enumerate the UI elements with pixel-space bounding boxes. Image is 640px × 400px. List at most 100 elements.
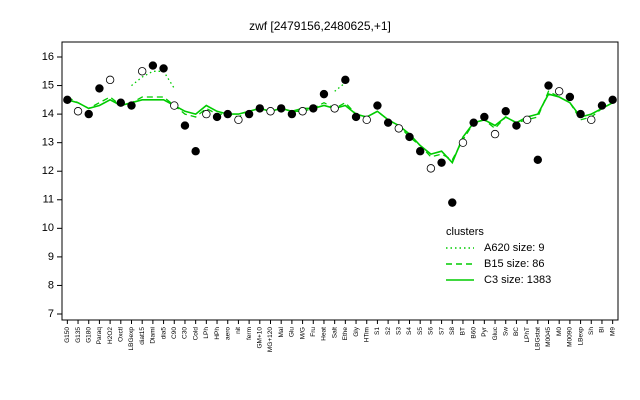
x-tick-label: M0090 [567, 327, 574, 347]
y-tick-label: 9 [48, 251, 54, 263]
data-point [276, 104, 286, 113]
data-point [405, 132, 414, 142]
data-point [415, 147, 425, 156]
data-point [159, 64, 168, 73]
data-point [490, 129, 500, 139]
legend-label: B15 size: 86 [484, 258, 545, 270]
series-line [131, 70, 346, 92]
data-point [512, 121, 521, 130]
x-tick-label: LBexp [577, 327, 584, 346]
data-point [469, 118, 478, 127]
data-point [309, 104, 318, 113]
data-point [533, 155, 543, 164]
data-point [554, 87, 564, 96]
data-point [287, 109, 297, 119]
data-point [266, 107, 275, 116]
x-tick-label: M0045 [545, 327, 552, 347]
x-tick-label: BT [460, 327, 467, 335]
x-tick-label: C90 [171, 327, 178, 339]
data-point [127, 101, 136, 110]
x-tick-label: Ethe [342, 327, 349, 341]
x-tick-label: nit [235, 327, 242, 334]
x-tick-label: Diami [150, 327, 157, 344]
data-point [170, 101, 179, 110]
x-tick-label: S8 [449, 327, 456, 335]
x-tick-label: dia5 [160, 327, 167, 340]
x-tick-label: Paraq [96, 327, 103, 345]
data-point [105, 75, 115, 85]
data-point [373, 101, 382, 110]
x-tick-label: M0 [556, 327, 563, 336]
data-point [448, 198, 457, 207]
x-tick-label: BC [513, 327, 520, 336]
x-tick-label: S2 [385, 327, 392, 335]
x-tick-label: LBGstat [535, 327, 542, 351]
data-point [608, 95, 617, 105]
data-point [437, 158, 446, 167]
data-point [202, 109, 211, 119]
x-tick-label: C30 [182, 327, 189, 339]
legend-label: C3 size: 1383 [484, 274, 551, 286]
plot-frame [61, 41, 619, 321]
x-tick-label: Mal [278, 326, 285, 337]
y-tick-label: 16 [42, 51, 54, 63]
y-tick-label: 14 [42, 108, 54, 120]
chart-title: zwf [2479156,2480625,+1] [249, 19, 391, 33]
x-tick-label: Bl [599, 326, 606, 332]
x-tick-label: GM+10 [257, 327, 264, 349]
x-tick-label: Sw [502, 327, 509, 336]
x-tick-label: LPh [203, 327, 210, 339]
data-point [244, 109, 254, 119]
x-tick-label: S4 [406, 327, 413, 335]
data-point [223, 109, 232, 119]
x-tick-label: S1 [374, 327, 381, 335]
data-point [137, 67, 147, 76]
x-tick-label: LPhT [524, 327, 531, 343]
series-line [67, 93, 614, 165]
x-tick-label: Sh [588, 327, 595, 335]
data-point [319, 89, 329, 99]
data-point [180, 121, 190, 130]
x-tick-label: LBGexp [128, 327, 135, 351]
data-point [426, 164, 436, 173]
y-tick-label: 7 [48, 308, 54, 320]
y-tick-label: 11 [43, 194, 54, 206]
data-point [234, 115, 243, 125]
data-point [116, 98, 126, 107]
x-tick-label: G135 [75, 327, 82, 343]
data-point [576, 109, 585, 119]
data-point [597, 101, 607, 110]
x-tick-label: M/G [299, 327, 306, 339]
data-point [148, 61, 158, 70]
data-point [383, 118, 393, 127]
data-point [394, 124, 404, 133]
x-tick-label: MG+120 [267, 327, 274, 352]
data-point [84, 109, 93, 119]
x-tick-label: M9 [609, 327, 616, 336]
x-tick-label: ferm [246, 327, 253, 340]
x-tick-label: S3 [396, 327, 403, 335]
data-point [191, 147, 200, 156]
y-tick-label: 8 [48, 279, 54, 291]
data-point [73, 107, 83, 116]
y-tick-label: 15 [42, 79, 54, 91]
data-point [95, 84, 104, 93]
x-tick-label: Gluc [492, 326, 499, 340]
y-tick-label: 13 [42, 137, 54, 149]
legend-label: A620 size: 9 [484, 242, 545, 254]
data-point [458, 138, 468, 147]
x-tick-label: S7 [438, 327, 445, 335]
data-point [480, 112, 489, 122]
x-tick-label: Salt [331, 327, 338, 338]
x-tick-label: Fru [310, 327, 317, 337]
x-tick-label: H2O2 [107, 327, 114, 344]
x-tick-label: Cold [192, 327, 199, 341]
data-point [501, 107, 510, 116]
x-tick-label: HTim [363, 327, 370, 342]
x-tick-label: S5 [417, 327, 424, 335]
data-point [522, 115, 532, 125]
x-tick-label: S6 [428, 327, 435, 335]
data-point [330, 104, 339, 113]
x-tick-label: Oxctl [118, 326, 125, 341]
